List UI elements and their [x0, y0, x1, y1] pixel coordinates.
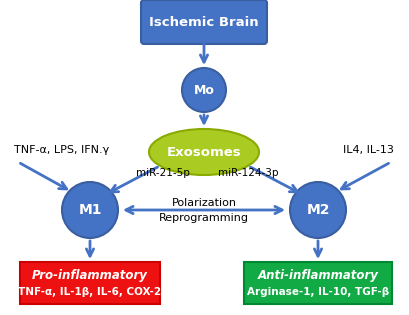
FancyBboxPatch shape [141, 0, 267, 44]
FancyBboxPatch shape [244, 262, 392, 304]
Text: M2: M2 [306, 203, 330, 217]
Circle shape [182, 68, 226, 112]
Text: miR-124-3p: miR-124-3p [218, 168, 278, 178]
Ellipse shape [149, 129, 259, 175]
Text: Anti-inflammatory: Anti-inflammatory [258, 270, 378, 283]
Text: Mo: Mo [193, 83, 214, 96]
Text: Exosomes: Exosomes [167, 146, 241, 158]
Circle shape [290, 182, 346, 238]
Text: miR-21-5p: miR-21-5p [136, 168, 190, 178]
Text: M1: M1 [78, 203, 102, 217]
Text: Ischemic Brain: Ischemic Brain [149, 15, 259, 28]
Text: Reprogramming: Reprogramming [159, 213, 249, 223]
Text: TNF-α, IL-1β, IL-6, COX-2: TNF-α, IL-1β, IL-6, COX-2 [18, 287, 162, 297]
Text: IL4, IL-13: IL4, IL-13 [343, 145, 394, 155]
Text: Arginase-1, IL-10, TGF-β: Arginase-1, IL-10, TGF-β [247, 287, 389, 297]
Text: Pro-inflammatory: Pro-inflammatory [32, 270, 148, 283]
Text: Polarization: Polarization [171, 198, 236, 208]
FancyBboxPatch shape [20, 262, 160, 304]
Text: TNF-α, LPS, IFN.γ: TNF-α, LPS, IFN.γ [14, 145, 109, 155]
Circle shape [62, 182, 118, 238]
